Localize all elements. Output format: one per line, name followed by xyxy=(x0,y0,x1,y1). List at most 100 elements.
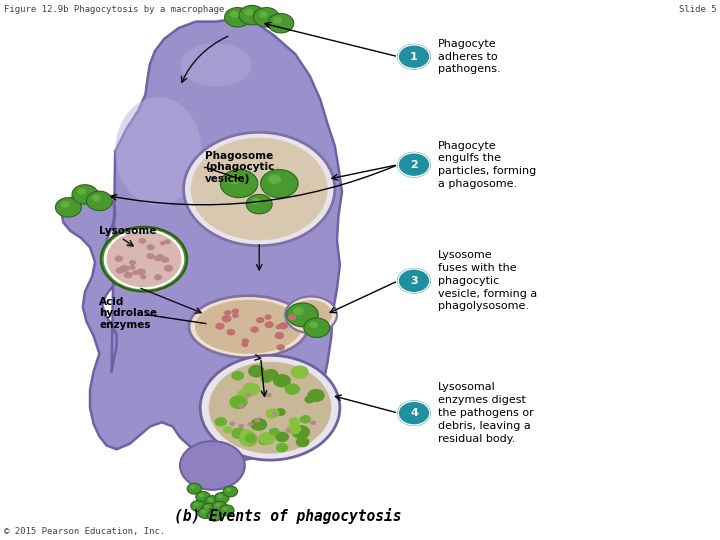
Circle shape xyxy=(398,401,430,425)
Circle shape xyxy=(205,496,220,507)
Circle shape xyxy=(127,242,133,248)
Circle shape xyxy=(228,174,241,184)
Circle shape xyxy=(273,17,282,24)
Ellipse shape xyxy=(180,43,252,86)
Circle shape xyxy=(276,443,288,453)
Circle shape xyxy=(226,488,231,491)
Circle shape xyxy=(60,201,70,208)
Circle shape xyxy=(296,437,310,447)
Ellipse shape xyxy=(285,296,337,333)
Circle shape xyxy=(398,269,430,293)
Circle shape xyxy=(161,256,169,263)
Circle shape xyxy=(191,501,205,511)
Circle shape xyxy=(164,265,173,272)
Circle shape xyxy=(239,5,265,25)
Circle shape xyxy=(215,417,227,427)
Circle shape xyxy=(305,396,315,403)
Ellipse shape xyxy=(290,300,332,329)
Circle shape xyxy=(241,434,257,446)
Circle shape xyxy=(196,491,210,502)
Circle shape xyxy=(256,317,264,323)
Circle shape xyxy=(275,408,286,416)
Text: © 2015 Pearson Education, Inc.: © 2015 Pearson Education, Inc. xyxy=(4,526,165,536)
Circle shape xyxy=(254,418,260,422)
Circle shape xyxy=(238,424,244,428)
Circle shape xyxy=(200,355,340,460)
Circle shape xyxy=(164,239,171,244)
Circle shape xyxy=(398,45,430,69)
Text: 1: 1 xyxy=(410,52,418,62)
Circle shape xyxy=(232,313,238,318)
Circle shape xyxy=(309,321,318,328)
Circle shape xyxy=(223,426,233,434)
Circle shape xyxy=(274,332,284,339)
Circle shape xyxy=(284,383,300,395)
Circle shape xyxy=(208,498,213,501)
Circle shape xyxy=(201,510,206,513)
Circle shape xyxy=(247,422,253,427)
Circle shape xyxy=(146,253,155,259)
Circle shape xyxy=(398,153,430,177)
Circle shape xyxy=(132,270,138,275)
Circle shape xyxy=(269,428,279,436)
Circle shape xyxy=(253,8,279,27)
Text: Phagocyte
adheres to
pathogens.: Phagocyte adheres to pathogens. xyxy=(438,39,500,75)
Text: (b) Events of phagocytosis: (b) Events of phagocytosis xyxy=(174,508,402,524)
Circle shape xyxy=(289,417,300,426)
Circle shape xyxy=(285,428,291,433)
Circle shape xyxy=(217,495,222,498)
Circle shape xyxy=(154,274,162,280)
Circle shape xyxy=(310,421,316,425)
Circle shape xyxy=(129,265,135,270)
Circle shape xyxy=(229,395,248,409)
Text: Lysosome: Lysosome xyxy=(99,226,157,236)
Circle shape xyxy=(139,238,146,244)
Circle shape xyxy=(292,425,310,439)
Circle shape xyxy=(304,318,330,338)
Circle shape xyxy=(114,255,123,262)
Circle shape xyxy=(244,9,253,16)
Text: Phagocyte
engulfs the
particles, forming
a phagosome.: Phagocyte engulfs the particles, forming… xyxy=(438,140,536,189)
Circle shape xyxy=(225,8,251,27)
Circle shape xyxy=(268,174,282,184)
Ellipse shape xyxy=(195,300,302,354)
Circle shape xyxy=(250,418,267,431)
Circle shape xyxy=(55,198,81,217)
Circle shape xyxy=(230,11,239,18)
Circle shape xyxy=(210,512,215,516)
Circle shape xyxy=(246,194,272,214)
Circle shape xyxy=(202,503,216,514)
Circle shape xyxy=(261,170,298,198)
Circle shape xyxy=(240,429,255,441)
Circle shape xyxy=(140,275,146,279)
Circle shape xyxy=(291,366,309,379)
Circle shape xyxy=(307,389,325,402)
Circle shape xyxy=(215,323,225,329)
Circle shape xyxy=(279,322,288,329)
Circle shape xyxy=(129,260,136,265)
Circle shape xyxy=(199,494,204,497)
Circle shape xyxy=(251,198,261,205)
Circle shape xyxy=(107,231,181,287)
Circle shape xyxy=(264,369,279,380)
Circle shape xyxy=(266,393,271,397)
Circle shape xyxy=(222,507,228,511)
Text: 4: 4 xyxy=(410,408,418,418)
Text: 3: 3 xyxy=(410,276,418,286)
Circle shape xyxy=(276,324,282,329)
Circle shape xyxy=(215,492,229,503)
Circle shape xyxy=(154,256,161,261)
Circle shape xyxy=(209,362,331,454)
Circle shape xyxy=(239,433,257,446)
Circle shape xyxy=(220,505,234,516)
Circle shape xyxy=(215,503,220,507)
Circle shape xyxy=(275,431,289,442)
Ellipse shape xyxy=(189,295,307,357)
Text: 2: 2 xyxy=(410,160,418,170)
Circle shape xyxy=(136,268,146,276)
Circle shape xyxy=(160,241,166,245)
Circle shape xyxy=(191,138,328,240)
Circle shape xyxy=(242,382,260,396)
Text: Slide 5: Slide 5 xyxy=(679,5,716,15)
Text: Lysosome
fuses with the
phagocytic
vesicle, forming a
phagolysosome.: Lysosome fuses with the phagocytic vesic… xyxy=(438,250,537,312)
